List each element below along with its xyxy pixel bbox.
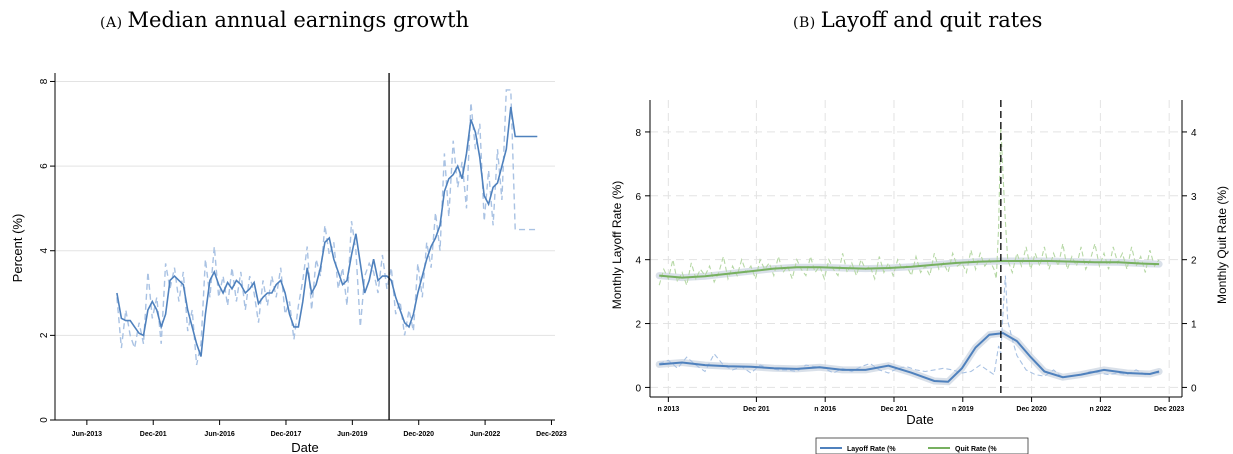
- legend-quit-label: Quit Rate (%: [955, 446, 997, 453]
- a-y-tick-label: 0: [39, 417, 50, 423]
- b-y-tick-label: 8: [635, 128, 641, 139]
- a-axes: 0 2 4 6 8 Jun-2013 Dec-201 Jun-2016 Dec-2017 Jun-…: [39, 73, 567, 438]
- b-x-axis-label: Date: [906, 412, 933, 427]
- panel-a-title-text: Median annual earnings growth: [127, 8, 470, 32]
- a-y-tick-label: 4: [39, 248, 50, 254]
- b-y-tick-label: 2: [635, 320, 641, 331]
- b-y2-tick-label: 2: [1191, 256, 1197, 267]
- b-quit-smoothed: [659, 260, 1160, 279]
- a-x-tick-label: Jun-2016: [204, 431, 234, 438]
- b-y-tick-label: 0: [635, 383, 641, 394]
- b-x-tick-label: Dec 201: [881, 406, 908, 413]
- a-x-tick-label: Dec-201: [140, 431, 167, 438]
- b-series: [655, 100, 1163, 397]
- b-layoff-smoothed: [659, 332, 1160, 383]
- b-quit-raw: [658, 125, 1160, 288]
- a-x-tick-label: Dec-2017: [271, 431, 302, 438]
- b-y-tick-label: 4: [635, 256, 641, 267]
- a-y-tick-label: 6: [39, 163, 50, 169]
- a-x-axis-label: Date: [291, 440, 318, 454]
- legend-layoff-label: Layoff Rate (%: [847, 446, 896, 453]
- a-x-tick-label: Dec-2020: [403, 431, 434, 438]
- b-x-tick-label: n 2019: [952, 406, 974, 413]
- b-y2-tick-label: 0: [1191, 383, 1197, 394]
- b-y2-tick-label: 3: [1191, 192, 1197, 203]
- legend: Layoff Rate (% Quit Rate (%: [815, 437, 1029, 454]
- b-layoff-raw: [659, 275, 1160, 379]
- b-y2-tick-label: 1: [1191, 320, 1197, 331]
- b-y2-axis-label: Monthly Quit Rate (%): [1215, 186, 1229, 304]
- b-x-tick-label: Dec 2020: [1016, 406, 1046, 413]
- panel-b-label: (B): [793, 15, 816, 31]
- b-x-tick-label: Dec 2023: [1154, 406, 1184, 413]
- panel-a-title: (A) Median annual earnings growth: [100, 8, 469, 32]
- a-grid: [55, 80, 555, 421]
- a-x-tick-label: Jun-2013: [72, 431, 102, 438]
- b-axes: 0 2 4 6 8 0 1 2 3 4 n 2013 Dec 201 n 2016 Dec 201 n 20…: [635, 100, 1197, 413]
- a-x-tick-label: Dec-2023: [536, 431, 567, 438]
- b-x-tick-label: n 2022: [1089, 406, 1111, 413]
- panel-b-title-text: Layoff and quit rates: [820, 8, 1043, 32]
- b-grid: [650, 100, 1182, 397]
- b-x-tick-label: n 2016: [814, 406, 836, 413]
- layoff-quit-chart: 0 2 4 6 8 0 1 2 3 4 n 2013 Dec 201 n 2016 Dec 201 n 20…: [610, 100, 1229, 454]
- b-y-tick-label: 6: [635, 192, 641, 203]
- a-series: [116, 73, 538, 420]
- a-series-smoothed: [116, 106, 538, 357]
- b-y-axis-label: Monthly Layoff Rate (%): [610, 181, 624, 310]
- earnings-growth-chart: 0 2 4 6 8 Jun-2013 Dec-201 Jun-2016 Dec-2017 Jun-…: [10, 73, 567, 454]
- a-x-tick-label: Jun-2019: [337, 431, 367, 438]
- b-x-tick-label: Dec 201: [743, 406, 770, 413]
- panel-a-label: (A): [100, 15, 123, 31]
- a-y-tick-label: 8: [39, 78, 50, 84]
- a-x-tick-label: Jun-2022: [470, 431, 500, 438]
- b-x-tick-label: n 2013: [657, 406, 679, 413]
- a-y-axis-label: Percent (%): [10, 214, 25, 283]
- b-y2-tick-label: 4: [1191, 128, 1197, 139]
- panel-b-title: (B) Layoff and quit rates: [793, 8, 1042, 32]
- a-y-tick-label: 2: [39, 332, 50, 338]
